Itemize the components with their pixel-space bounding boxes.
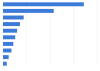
bar (3, 55, 9, 59)
bar (3, 22, 20, 26)
bar (3, 49, 11, 53)
grid-line (73, 1, 74, 67)
bars (3, 2, 84, 65)
bar (3, 62, 7, 66)
chart (0, 0, 100, 71)
chart-root (0, 0, 100, 71)
bar (3, 42, 13, 46)
bar (3, 35, 15, 39)
bar (3, 9, 54, 13)
bar (3, 16, 24, 20)
bar (3, 2, 84, 6)
bar (3, 29, 17, 33)
grid-line (97, 1, 98, 67)
